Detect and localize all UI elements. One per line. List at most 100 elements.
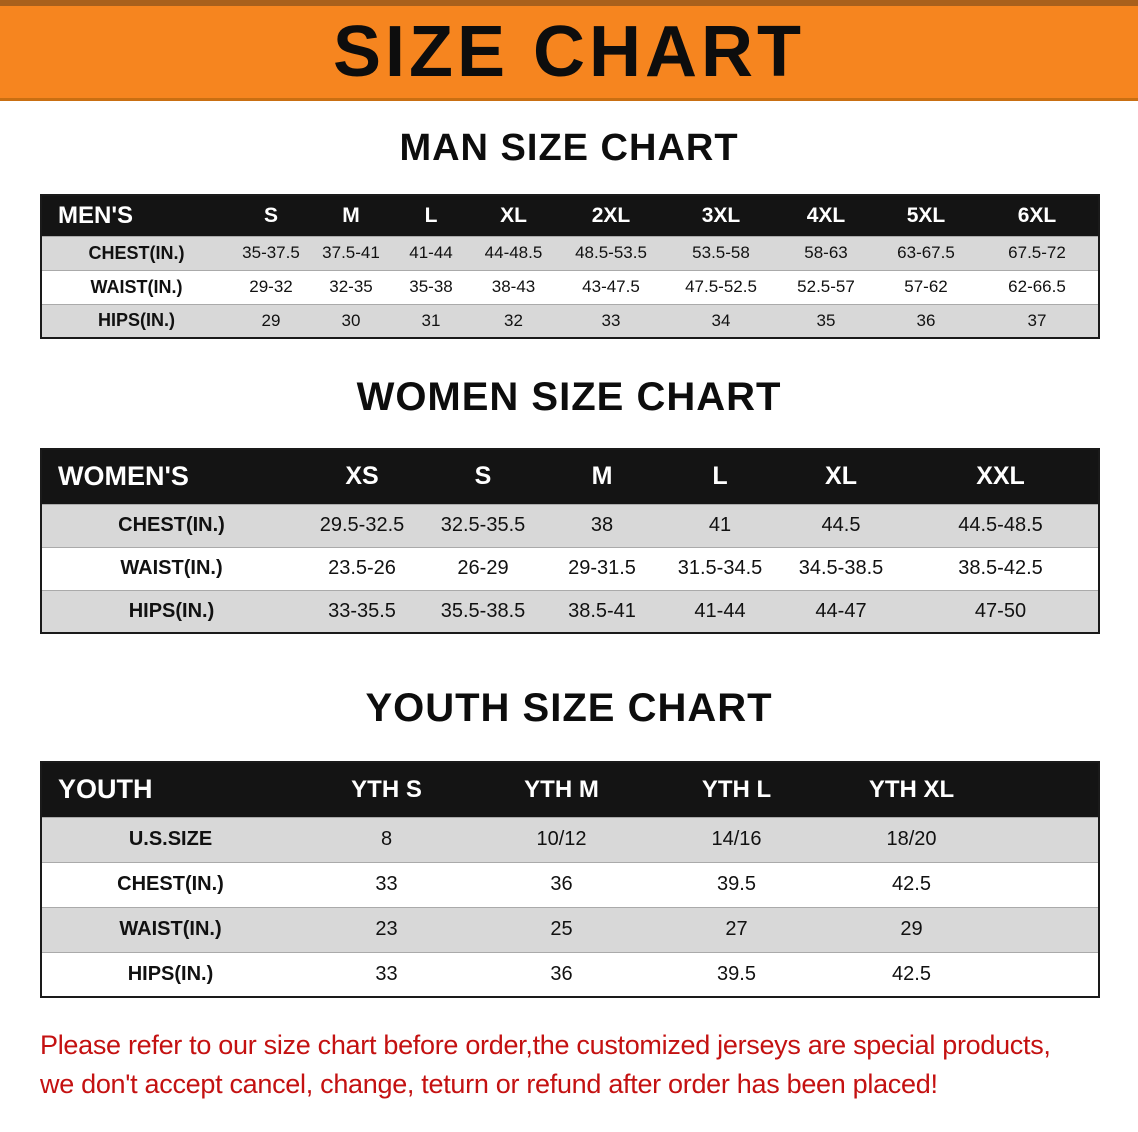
men-chart-heading: MAN SIZE CHART [399, 127, 739, 169]
size-header-cell [999, 762, 1099, 817]
size-header-cell: YTH M [474, 762, 649, 817]
value-cell: 38-43 [471, 269, 556, 304]
table-title-cell: YOUTH [41, 762, 299, 817]
measurement-row: CHEST(IN.) 33 36 39.5 42.5 [41, 861, 1099, 907]
size-chart-banner: SIZE CHART [0, 0, 1138, 101]
page-title: SIZE CHART [333, 12, 805, 92]
size-header-cell: S [423, 449, 543, 504]
value-cell: 52.5-57 [776, 269, 876, 304]
value-cell: 44.5 [779, 503, 903, 547]
value-cell: 62-66.5 [976, 269, 1099, 304]
women-size-section: WOMEN SIZE CHART WOMEN'S XS S M L XL XXL CHEST(… [0, 339, 1138, 634]
size-table: MEN'S S M L XL 2XL 3XL 4XL 5XL 6XL CHEST(IN.) 35-37… [40, 194, 1100, 339]
value-cell: 29.5-32.5 [301, 503, 423, 547]
value-cell: 27 [649, 906, 824, 952]
value-cell: 38.5-41 [543, 589, 661, 633]
value-cell: 33 [299, 951, 474, 997]
value-cell: 48.5-53.5 [556, 235, 666, 270]
value-cell [999, 906, 1099, 952]
size-header-cell: 6XL [976, 195, 1099, 236]
value-cell: 47-50 [903, 589, 1099, 633]
size-table: YOUTH YTH S YTH M YTH L YTH XL U.S.SIZE 8 10/12… [40, 761, 1100, 998]
size-header-cell: YTH L [649, 762, 824, 817]
value-cell: 29 [824, 906, 999, 952]
value-cell: 44-47 [779, 589, 903, 633]
row-label-cell: CHEST(IN.) [41, 861, 299, 907]
value-cell: 44-48.5 [471, 235, 556, 270]
value-cell: 58-63 [776, 235, 876, 270]
value-cell: 31 [391, 303, 471, 338]
value-cell: 41-44 [661, 589, 779, 633]
value-cell: 47.5-52.5 [666, 269, 776, 304]
value-cell: 26-29 [423, 546, 543, 590]
size-header-cell: L [661, 449, 779, 504]
value-cell: 23.5-26 [301, 546, 423, 590]
value-cell: 33-35.5 [301, 589, 423, 633]
size-header-cell: XL [779, 449, 903, 504]
value-cell: 30 [311, 303, 391, 338]
value-cell: 36 [876, 303, 976, 338]
value-cell: 35 [776, 303, 876, 338]
measurement-row: CHEST(IN.) 35-37.5 37.5-41 41-44 44-48.5 48.5… [41, 235, 1099, 270]
table-header-row: WOMEN'S XS S M L XL XXL [41, 449, 1099, 504]
value-cell: 57-62 [876, 269, 976, 304]
disclaimer-line-1: Please refer to our size chart before or… [40, 1030, 1051, 1060]
youth-size-table: YOUTH YTH S YTH M YTH L YTH XL U.S.SIZE 8 10/12… [40, 761, 1100, 998]
value-cell: 29-31.5 [543, 546, 661, 590]
table-title-cell: MEN'S [41, 195, 231, 236]
size-header-cell: L [391, 195, 471, 236]
size-header-cell: M [311, 195, 391, 236]
value-cell: 67.5-72 [976, 235, 1099, 270]
value-cell: 32 [471, 303, 556, 338]
value-cell: 37.5-41 [311, 235, 391, 270]
value-cell: 41-44 [391, 235, 471, 270]
value-cell: 34 [666, 303, 776, 338]
row-label-cell: HIPS(IN.) [41, 951, 299, 997]
size-header-cell: XL [471, 195, 556, 236]
row-label-cell: CHEST(IN.) [41, 235, 231, 270]
men-size-section: MAN SIZE CHART MEN'S S M L XL 2XL 3XL 4XL 5XL 6XL… [0, 101, 1138, 339]
women-size-table: WOMEN'S XS S M L XL XXL CHEST(IN.) 29.5-32.5 32.5… [40, 448, 1100, 634]
value-cell: 8 [299, 816, 474, 862]
value-cell [999, 861, 1099, 907]
value-cell: 14/16 [649, 816, 824, 862]
size-header-cell: 2XL [556, 195, 666, 236]
measurement-row: WAIST(IN.) 23.5-26 26-29 29-31.5 31.5-34.5 34… [41, 546, 1099, 590]
measurement-row: HIPS(IN.) 29 30 31 32 33 34 35 36 37 [41, 303, 1099, 338]
value-cell: 31.5-34.5 [661, 546, 779, 590]
value-cell: 38 [543, 503, 661, 547]
order-disclaimer: Please refer to our size chart before or… [40, 1026, 1138, 1104]
disclaimer-line-2: we don't accept cancel, change, teturn o… [40, 1069, 938, 1100]
measurement-row: HIPS(IN.) 33 36 39.5 42.5 [41, 951, 1099, 997]
value-cell: 34.5-38.5 [779, 546, 903, 590]
value-cell: 35.5-38.5 [423, 589, 543, 633]
value-cell: 42.5 [824, 861, 999, 907]
table-header-row: YOUTH YTH S YTH M YTH L YTH XL [41, 762, 1099, 817]
value-cell: 18/20 [824, 816, 999, 862]
row-label-cell: WAIST(IN.) [41, 906, 299, 952]
value-cell: 29-32 [231, 269, 311, 304]
row-label-cell: CHEST(IN.) [41, 503, 301, 547]
size-header-cell: XXL [903, 449, 1099, 504]
measurement-row: CHEST(IN.) 29.5-32.5 32.5-35.5 38 41 44.5 44.5… [41, 503, 1099, 547]
size-header-cell: 4XL [776, 195, 876, 236]
size-header-cell: XS [301, 449, 423, 504]
measurement-row: WAIST(IN.) 23 25 27 29 [41, 906, 1099, 952]
women-chart-heading: WOMEN SIZE CHART [356, 375, 782, 419]
value-cell: 39.5 [649, 951, 824, 997]
value-cell: 32.5-35.5 [423, 503, 543, 547]
value-cell: 41 [661, 503, 779, 547]
value-cell [999, 816, 1099, 862]
size-table: WOMEN'S XS S M L XL XXL CHEST(IN.) 29.5-32.5 32.5… [40, 448, 1100, 634]
measurement-row: U.S.SIZE 8 10/12 14/16 18/20 [41, 816, 1099, 862]
size-header-cell: M [543, 449, 661, 504]
size-header-cell: 5XL [876, 195, 976, 236]
size-header-cell: S [231, 195, 311, 236]
row-label-cell: HIPS(IN.) [41, 303, 231, 338]
value-cell: 53.5-58 [666, 235, 776, 270]
size-header-cell: YTH XL [824, 762, 999, 817]
value-cell: 43-47.5 [556, 269, 666, 304]
value-cell [999, 951, 1099, 997]
row-label-cell: U.S.SIZE [41, 816, 299, 862]
value-cell: 35-37.5 [231, 235, 311, 270]
